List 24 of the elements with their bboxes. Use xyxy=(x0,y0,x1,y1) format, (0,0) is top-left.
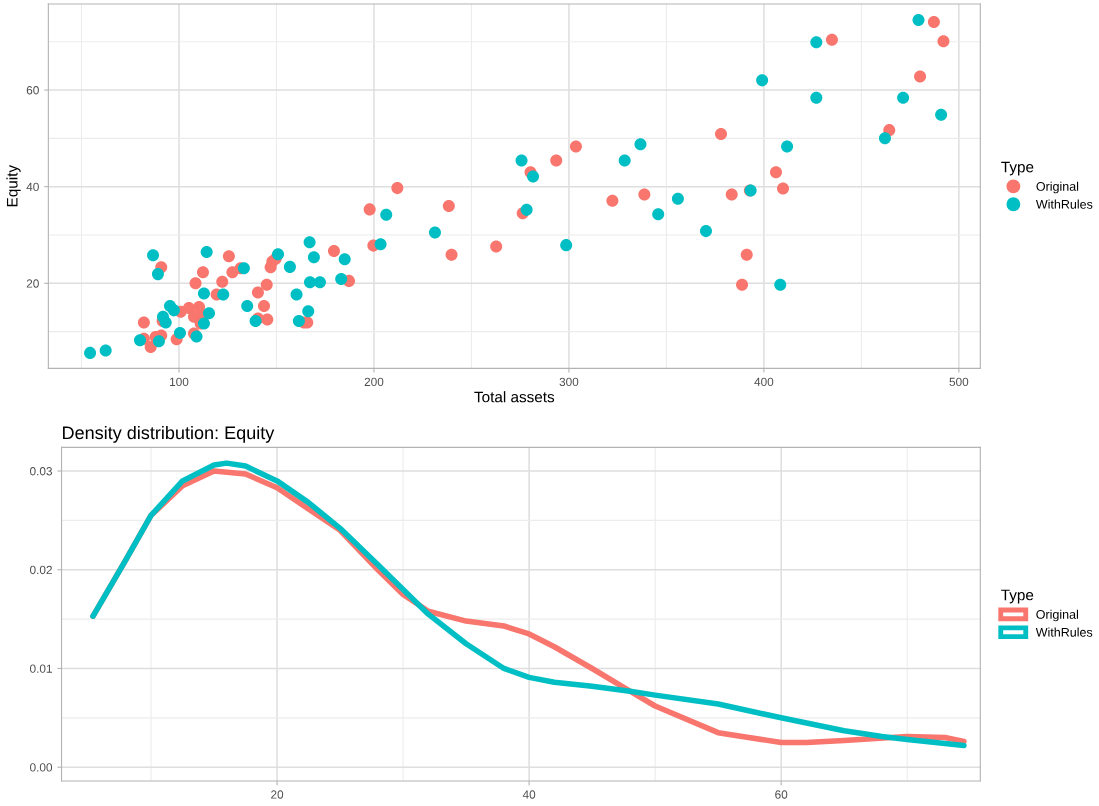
x-tick-label: 20 xyxy=(271,790,284,799)
x-tick-label: 60 xyxy=(775,790,788,799)
x-tick-label: 300 xyxy=(559,377,579,387)
y-tick-label: 0.00 xyxy=(30,763,53,772)
y-tick-label: 0.03 xyxy=(30,467,52,476)
x-tick-label: 400 xyxy=(754,377,774,387)
x-tick-label: 40 xyxy=(522,790,536,799)
x-tick-label: 100 xyxy=(170,377,189,387)
legend-label: WithRules xyxy=(1035,627,1093,637)
chart-title: Density distribution: Equity xyxy=(63,425,275,443)
y-tick-label: 40 xyxy=(26,182,39,192)
legend-title: Type xyxy=(1001,589,1034,604)
x-tick-label: 500 xyxy=(949,377,969,387)
legend-title: Type xyxy=(1001,161,1034,176)
x-axis-title: Total assets xyxy=(474,391,555,403)
y-tick-label: 60 xyxy=(26,86,39,95)
y-tick-label: 0.01 xyxy=(30,664,52,673)
x-tick-label: 200 xyxy=(364,377,384,387)
legend-label: WithRules xyxy=(1035,199,1093,209)
y-axis-title: Equity xyxy=(6,164,21,207)
legend-label: Original xyxy=(1036,181,1079,194)
y-tick-label: 20 xyxy=(26,279,39,288)
legend-label: Original xyxy=(1036,609,1078,622)
y-tick-label: 0.02 xyxy=(30,565,52,575)
